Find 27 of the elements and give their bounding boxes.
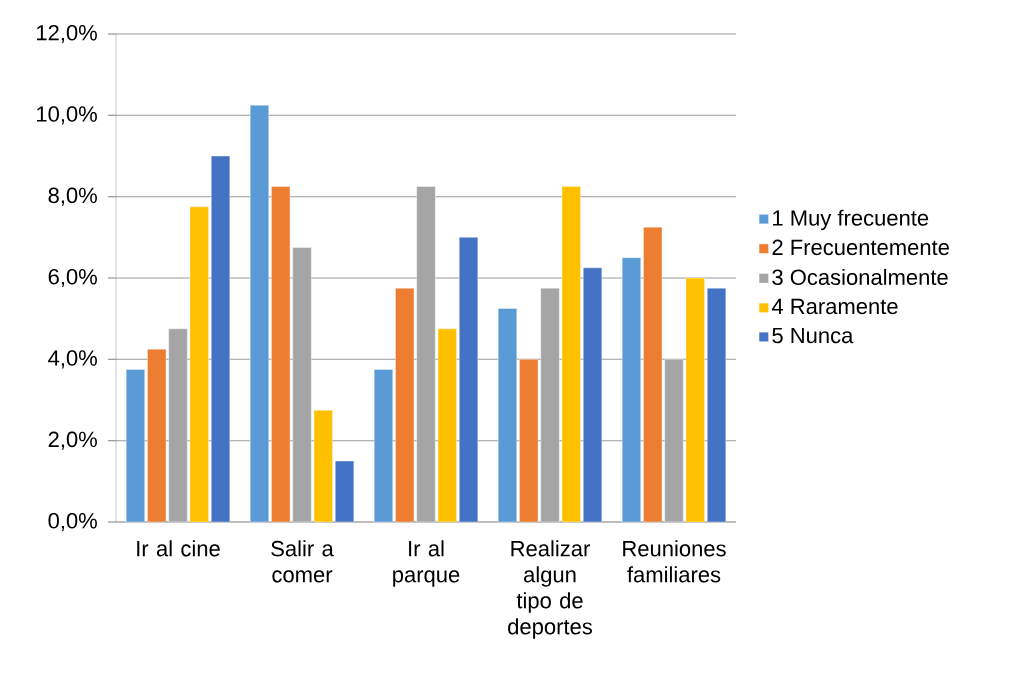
- legend-label: 5 Nunca: [772, 327, 854, 344]
- x-tick-label: Realizar algun tipo de deportes: [508, 540, 592, 639]
- legend-label: 2 Frecuentemente: [772, 239, 949, 256]
- legend-label: 1 Muy frecuente: [773, 209, 929, 231]
- bar: [707, 287, 727, 523]
- bar: [621, 257, 641, 523]
- y-tick-label: 10,0%: [37, 106, 97, 125]
- y-tick-label: 2,0%: [48, 431, 97, 450]
- bar: [249, 104, 269, 523]
- bar: [583, 267, 603, 523]
- legend-label: 4 Raramente: [771, 298, 898, 315]
- bar: [211, 155, 231, 523]
- x-tick-label: Ir al cine: [137, 540, 220, 557]
- x-tick-label: Ir al parque: [393, 540, 460, 587]
- bar: [459, 237, 479, 523]
- y-tick-label: 0,0%: [48, 512, 97, 532]
- bar: [497, 308, 517, 523]
- bar: [125, 369, 145, 523]
- y-tick-label: 4,0%: [48, 350, 97, 369]
- bar: [335, 460, 355, 523]
- y-tick-label: 6,0%: [48, 268, 97, 288]
- x-tick-label: Salir a comer: [271, 540, 334, 583]
- legend-label: 3 Ocasionalmente: [772, 268, 948, 286]
- y-tick-label: 12,0%: [37, 24, 97, 44]
- bar: [373, 369, 393, 523]
- y-tick-label: 8,0%: [48, 187, 97, 206]
- x-tick-label: Reuniones familiares: [623, 540, 726, 583]
